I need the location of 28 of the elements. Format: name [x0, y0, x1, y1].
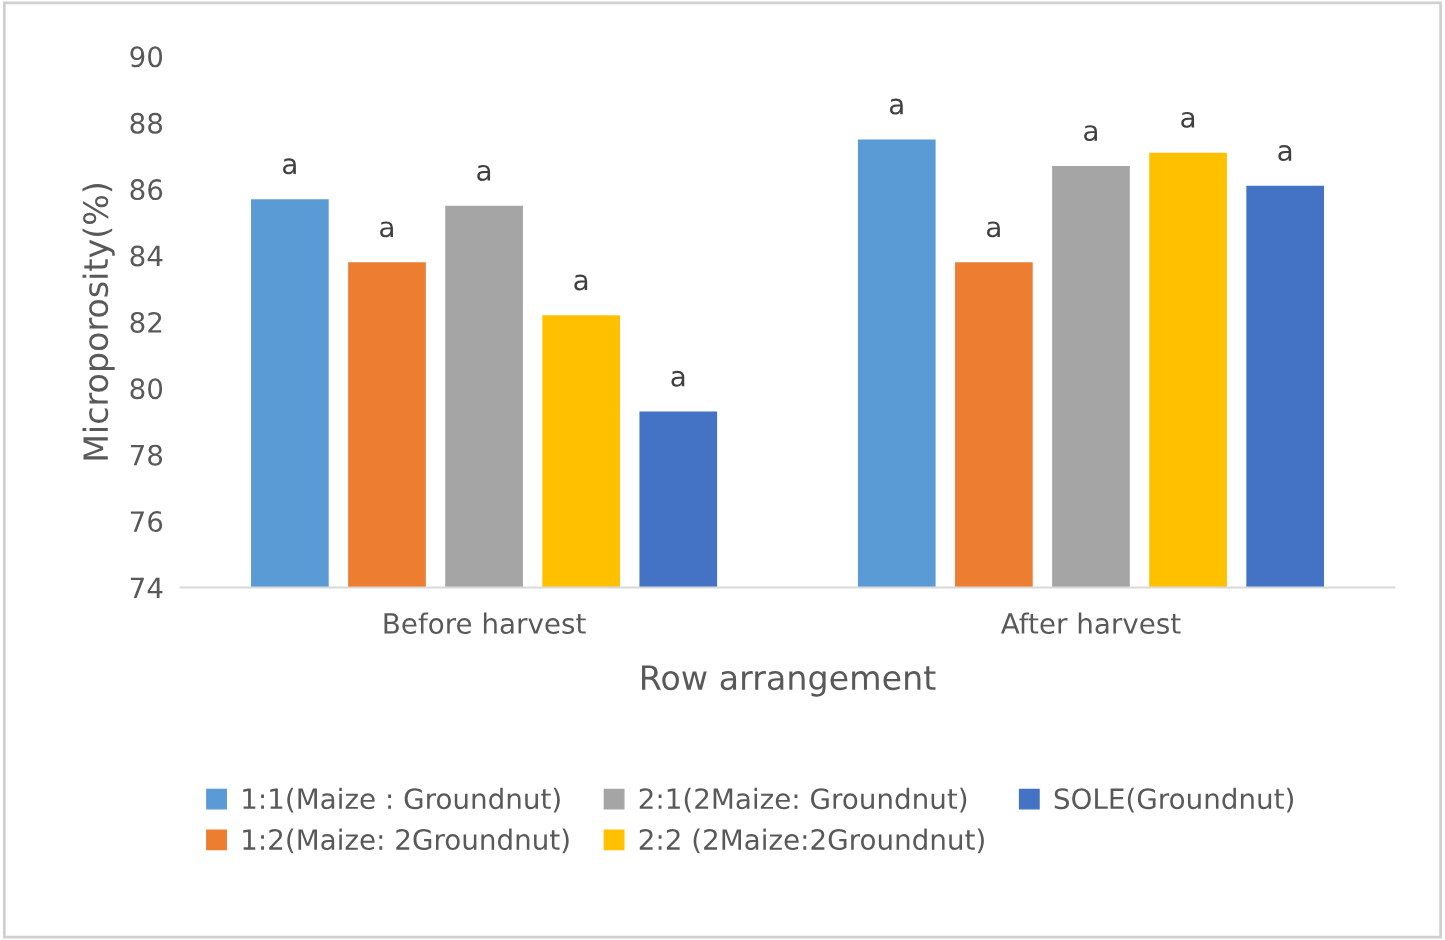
data-label: a — [987, 221, 1000, 238]
y-axis-title: Microporosity(%) — [82, 183, 115, 460]
legend-label: 2:2 (2Maize:2Groundnut) — [639, 828, 984, 854]
y-tick-label: 80 — [130, 378, 163, 400]
data-label: a — [889, 98, 903, 115]
data-label: a — [380, 221, 393, 238]
x-tick-label: Before harvest — [384, 612, 586, 634]
data-label: a — [1278, 145, 1292, 162]
legend-label: 2:1(2Maize: Groundnut) — [639, 787, 967, 813]
y-tick-label: 84 — [130, 245, 163, 267]
y-tick-label: 86 — [130, 179, 163, 201]
x-tick-label: After harvest — [1000, 612, 1181, 634]
x-axis-title: Row arrangement — [642, 665, 936, 697]
data-label: a — [477, 164, 491, 181]
data-label: a — [1181, 111, 1195, 128]
data-label: a — [671, 370, 685, 387]
y-tick-label: 82 — [130, 311, 162, 333]
data-label: a — [1084, 125, 1097, 142]
legend-label: 1:1(Maize : Groundnut) — [243, 787, 560, 813]
y-tick-label: 76 — [130, 511, 163, 533]
y-tick-label: 90 — [130, 46, 163, 68]
legend-label: SOLE(Groundnut) — [1054, 787, 1293, 813]
y-tick-label: 74 — [130, 577, 163, 599]
legend-label: 1:2(Maize: 2Groundnut) — [243, 828, 569, 854]
data-label: a — [283, 158, 296, 175]
data-label: a — [574, 274, 588, 291]
y-tick-label: 88 — [130, 112, 163, 134]
y-tick-label: 78 — [130, 444, 163, 466]
